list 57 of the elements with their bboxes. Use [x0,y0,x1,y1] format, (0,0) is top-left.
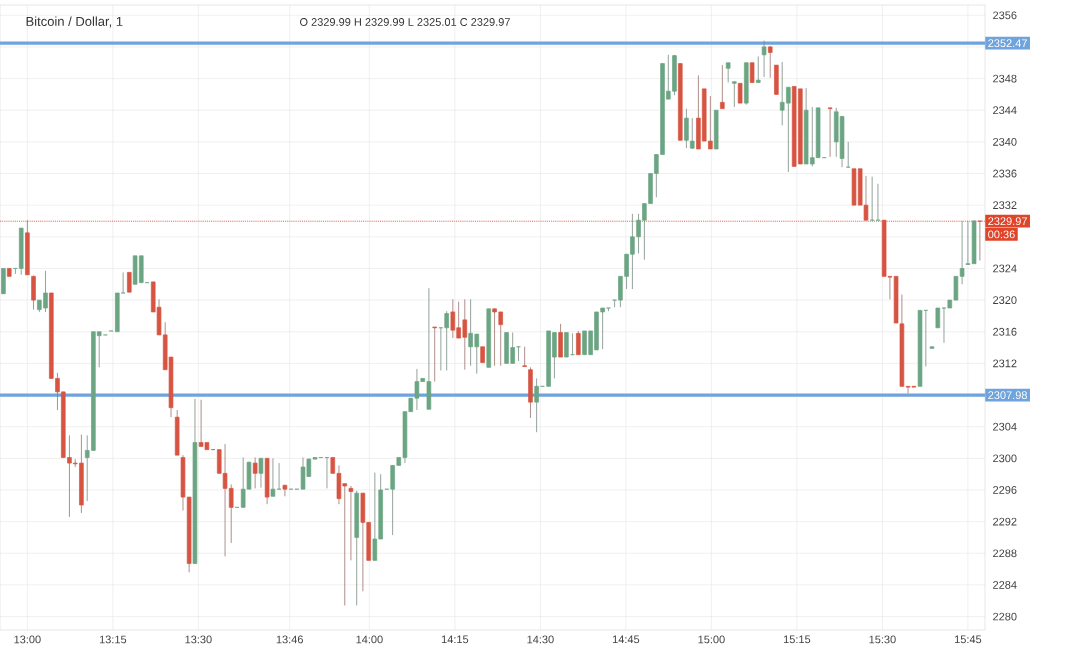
y-tick-label: 2332 [993,201,1017,210]
y-tick-label: 2292 [993,517,1017,526]
y-tick-label: 2320 [993,296,1017,304]
x-tick-label: 14:45 [612,635,640,644]
y-tick-label: 2356 [993,11,1017,20]
candlestick [725,62,731,83]
candlestick [270,457,276,497]
candlestick [522,346,527,367]
candlestick [282,484,288,497]
candlestick [737,82,743,104]
x-tick-label: 14:00 [356,635,383,644]
y-tick-label: 2324 [993,264,1017,273]
y-tick-label: 2300 [993,454,1017,463]
x-tick-label: 13:30 [185,635,212,644]
x-tick-label: 13:00 [14,635,41,644]
candlestick [749,62,755,83]
candlestick [755,56,761,83]
y-tick-label: 2344 [993,106,1017,115]
candlestick [827,107,833,158]
y-tick-label: 2284 [993,581,1017,589]
annotation: O 2329.99 H 2329.99 L 2325.01 C 2329.97 [300,18,510,26]
ref-line-label: 2307.98 [988,391,1027,400]
candlestick [348,485,354,561]
candlestick [935,307,941,329]
candlestick [720,64,725,110]
candlestick [767,45,773,79]
y-tick-label: 2336 [993,169,1017,178]
y-tick-label: 2304 [993,422,1017,431]
y-tick-label: 2280 [993,612,1017,621]
x-tick-label: 15:30 [869,635,896,644]
x-tick-label: 13:46 [276,635,303,644]
y-tick-label: 2316 [993,327,1017,336]
text: Bitcoin / Dollar, 1 [26,16,123,28]
candlestick [31,275,36,310]
ref-line-label: 2329.97 [988,217,1027,226]
candlestick [534,378,539,433]
y-tick-label: 2288 [993,549,1017,558]
x-tick-label: 14:15 [441,635,469,644]
x-tick-label: 15:15 [783,635,811,644]
y-tick-label: 2340 [993,137,1017,146]
text: 00:36 [988,230,1015,239]
candlestick [127,272,132,293]
candlestick [732,81,737,108]
x-tick-label: 15:45 [954,635,982,644]
candlestick [258,457,264,488]
y-tick-label: 2312 [993,359,1017,368]
ref-line-label: 2352.47 [988,39,1027,48]
candlestick [977,220,983,261]
candlestick [576,330,581,356]
x-tick-label: 14:30 [527,635,554,644]
x-tick-label: 15:00 [698,635,725,644]
candlestick [252,457,258,489]
y-tick-label: 2296 [993,486,1017,494]
candlestick [761,40,767,78]
candlestick [432,326,437,382]
x-tick-label: 13:15 [99,635,127,644]
y-tick-label: 2348 [993,74,1017,83]
